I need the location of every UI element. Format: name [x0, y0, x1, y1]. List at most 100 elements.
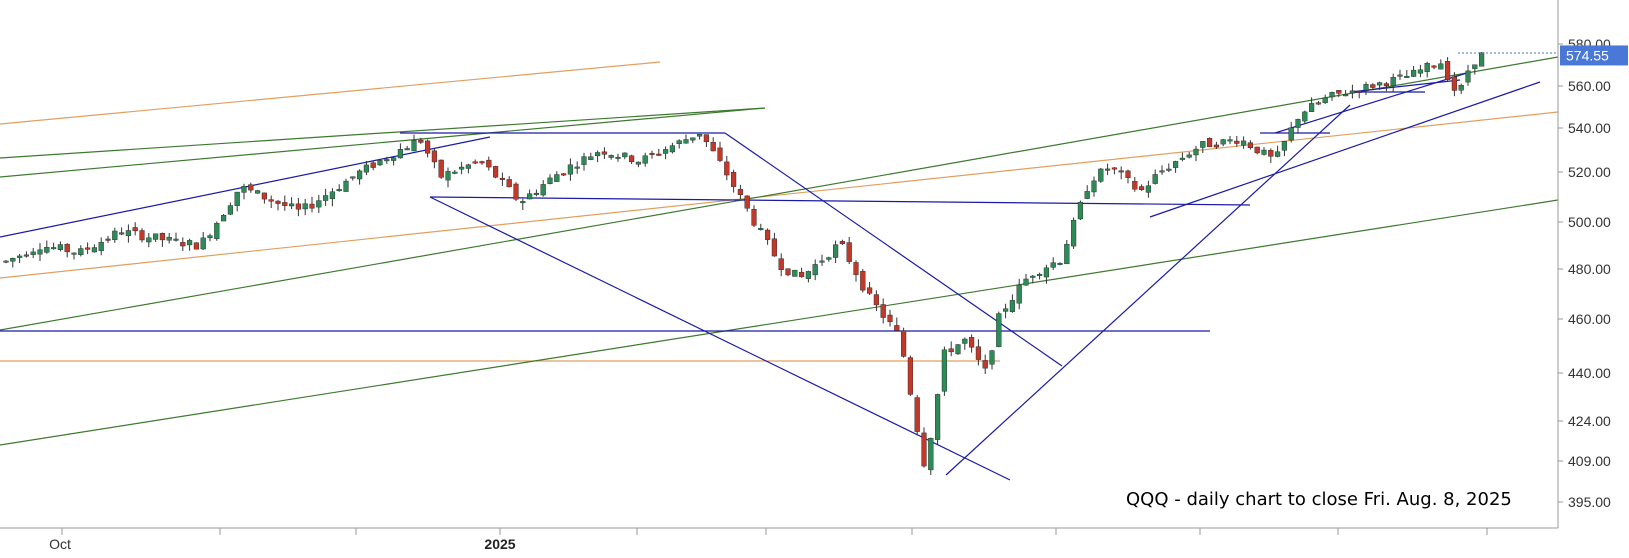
candle-up	[1145, 185, 1152, 193]
candle-up	[826, 257, 832, 260]
candle-up	[186, 240, 193, 246]
candle-up	[37, 249, 43, 255]
candle-down	[1356, 90, 1362, 93]
candle-down	[425, 140, 431, 154]
candle-up	[955, 344, 961, 355]
candle-up	[391, 157, 397, 161]
candle-up	[697, 133, 703, 137]
candle-up	[527, 193, 533, 200]
candle-up	[690, 137, 696, 141]
candle-up	[1342, 94, 1349, 97]
candle-up	[581, 156, 587, 165]
candle-up	[935, 394, 941, 440]
candle-down	[506, 179, 512, 188]
candle-up	[554, 174, 560, 182]
trend-line	[0, 199, 1559, 446]
candle-down	[418, 139, 424, 143]
candle-down	[159, 232, 166, 241]
candle-down	[887, 314, 893, 322]
candle-up	[445, 171, 451, 181]
candle-down	[295, 203, 302, 210]
candle-up	[91, 247, 98, 253]
candle-up	[1227, 139, 1233, 142]
candle-down	[839, 241, 846, 244]
candle-up	[547, 177, 553, 184]
trend-line	[429, 196, 1251, 206]
candle-down	[982, 360, 988, 369]
candle-up	[1043, 267, 1050, 278]
candle-up	[30, 251, 36, 255]
candle-up	[350, 176, 356, 179]
trend-line	[429, 196, 1011, 481]
candle-up	[1478, 52, 1485, 67]
candle-up	[1003, 308, 1009, 312]
candle-down	[744, 195, 750, 209]
time-tick-label: 2025	[484, 536, 515, 552]
candle-down	[499, 177, 506, 180]
candle-up	[1091, 180, 1097, 193]
candle-down	[193, 242, 200, 250]
candle-down	[1104, 168, 1111, 171]
candle-up	[567, 164, 574, 175]
price-tick-label: 424.00	[1568, 413, 1611, 429]
candle-down	[84, 247, 91, 250]
candle-down	[1444, 61, 1451, 80]
candle-up	[227, 205, 234, 215]
candle-down	[914, 397, 920, 432]
candle-up	[452, 171, 458, 174]
candle-up	[540, 184, 546, 196]
candle-up	[962, 338, 968, 344]
candle-up	[812, 264, 818, 276]
candle-up	[254, 190, 261, 194]
time-tick-label: Oct	[49, 536, 71, 552]
candle-up	[1302, 111, 1308, 122]
time-axis: Oct 2025	[49, 528, 1488, 552]
candle-up	[1404, 76, 1410, 78]
candle-up	[44, 247, 50, 253]
price-tick-label: 560.00	[1568, 78, 1611, 94]
candle-down	[282, 202, 288, 206]
candle-down	[629, 155, 635, 163]
candle-up	[1349, 90, 1356, 94]
candlesticks	[3, 52, 1485, 476]
candle-up	[635, 161, 642, 165]
candle-down	[1431, 65, 1437, 68]
price-tick-label: 520.00	[1568, 164, 1611, 180]
candle-down	[309, 203, 315, 209]
candle-up	[1166, 168, 1172, 171]
last-price-value: 574.55	[1566, 47, 1609, 63]
trend-line	[1274, 71, 1471, 134]
candle-down	[724, 161, 730, 176]
candle-up	[520, 201, 526, 204]
candle-up	[676, 140, 682, 144]
candle-down	[493, 166, 499, 178]
candle-up	[1159, 170, 1165, 173]
candle-up	[1390, 77, 1396, 87]
candle-up	[363, 164, 370, 173]
candle-up	[1050, 262, 1056, 268]
candle-down	[873, 294, 880, 306]
candle-up	[1030, 275, 1036, 278]
candle-down	[1247, 142, 1254, 148]
candle-up	[989, 350, 995, 365]
candle-up	[1077, 201, 1084, 220]
candle-up	[241, 186, 247, 193]
trend-line	[0, 107, 766, 159]
candle-down	[649, 152, 655, 155]
candle-up	[17, 255, 23, 258]
candle-up	[207, 235, 213, 239]
candle-up	[1329, 92, 1335, 98]
candle-down	[1268, 149, 1274, 157]
candle-up	[819, 260, 825, 263]
candle-up	[71, 252, 77, 255]
candle-up	[1084, 191, 1090, 199]
trend-line	[945, 104, 1351, 476]
candle-up	[1397, 74, 1403, 77]
candle-down	[105, 238, 111, 241]
candle-down	[717, 147, 723, 161]
candle-up	[152, 233, 159, 240]
candle-down	[1118, 170, 1124, 173]
candle-down	[703, 134, 710, 143]
candle-up	[125, 230, 132, 236]
